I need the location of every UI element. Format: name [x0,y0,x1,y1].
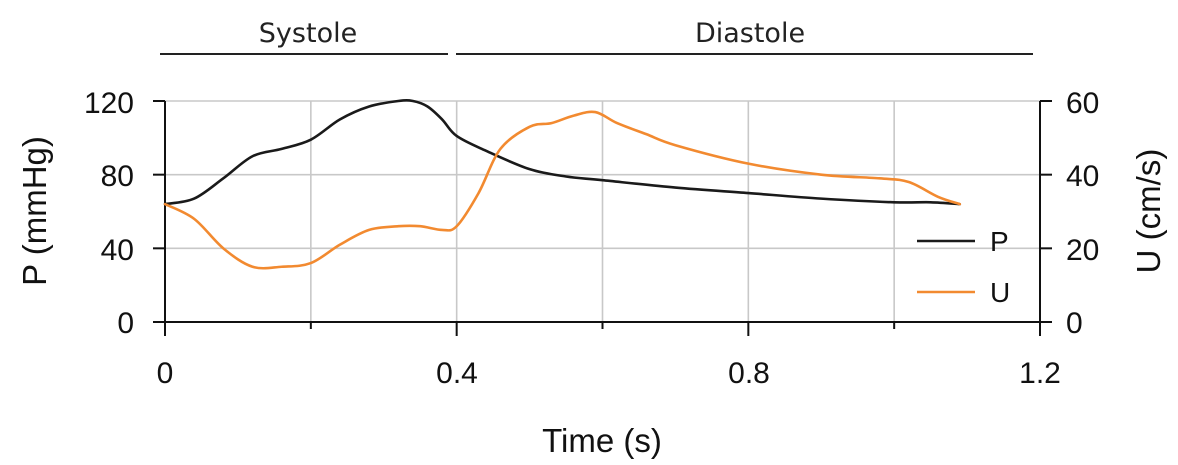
grid [165,100,1040,322]
y-left-tick-label-2: 80 [101,160,134,193]
y-left-tick-labels: 0 40 80 120 [84,87,134,340]
legend-label-p: P [990,226,1009,257]
y-left-axis-title: P (mmHg) [16,136,53,286]
legend: P U [917,226,1010,308]
y-right-tick-label-2: 40 [1066,160,1099,193]
y-right-tick-label-1: 20 [1066,234,1099,267]
diastole-label: Diastole [695,18,805,49]
y-right-axis-title: U (cm/s) [1130,149,1167,274]
y-left-tick-label-0: 0 [117,307,134,340]
y-right-tick-labels: 0 20 40 60 [1066,87,1099,340]
series-line-u [163,110,962,270]
y-right-tick-label-3: 60 [1066,87,1099,120]
legend-label-u: U [990,277,1010,308]
x-tick-labels: 0 0.4 0.8 1.2 [157,357,1061,390]
phase-bars: Systole Diastole [160,18,1033,55]
systole-label: Systole [259,18,357,49]
series-line-p [163,99,962,206]
x-tick-label-0: 0 [157,357,174,390]
x-tick-label-2: 0.8 [728,357,770,390]
ticks [153,100,1052,336]
x-tick-label-1: 0.4 [436,357,478,390]
x-axis-title: Time (s) [542,422,662,459]
y-left-tick-label-1: 40 [101,234,134,267]
x-tick-label-3: 1.2 [1019,357,1061,390]
series-group [163,99,962,270]
y-left-tick-label-3: 120 [84,87,134,120]
y-right-tick-label-0: 0 [1066,307,1083,340]
